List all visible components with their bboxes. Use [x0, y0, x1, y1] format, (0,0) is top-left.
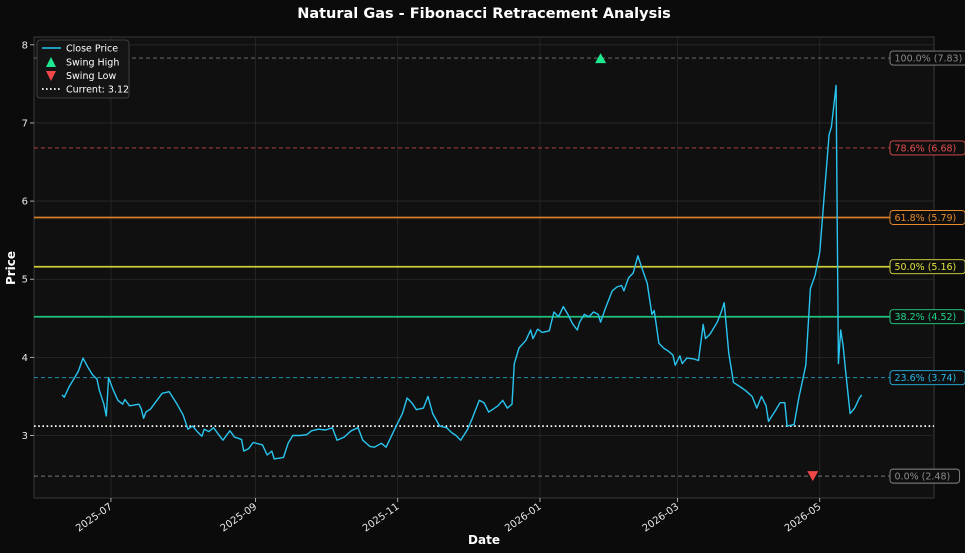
y-tick-label: 8 — [22, 40, 28, 51]
fib-level-label-box — [889, 140, 965, 156]
legend-swing-high-label: Swing High — [66, 58, 119, 69]
y-tick-label: 5 — [22, 275, 28, 286]
fib-level-label-box — [889, 210, 965, 225]
y-tick-label: 7 — [22, 118, 28, 129]
legend-current-label: Current: 3.12 — [66, 85, 129, 96]
fib-level-label-box — [889, 50, 965, 66]
swing-high-marker — [595, 53, 607, 64]
close-price-line — [61, 84, 863, 460]
y-tick-label: 4 — [22, 353, 28, 364]
fibonacci-labels: 100.0% (7.83) 78.6% (6.68) 61.8% (5.79) 50.… — [889, 50, 965, 484]
fib-level-label: 38.2% (4.52) — [895, 312, 957, 323]
y-tick-label: 6 — [22, 197, 28, 208]
legend-close-price-label: Close Price — [66, 44, 118, 55]
y-tick-label: 3 — [22, 431, 28, 442]
legend: Close Price Swing High Swing Low Current… — [36, 39, 130, 99]
legend-swing-low-label: Swing Low — [66, 71, 116, 82]
y-axis-ticks: 3 4 5 6 7 8 — [22, 40, 34, 442]
swing-markers — [595, 53, 819, 482]
legend-box — [36, 39, 130, 99]
fib-level-label-box — [889, 370, 965, 386]
legend-swing-low-swatch — [46, 71, 56, 81]
fib-level-label-box — [889, 309, 965, 325]
fib-level-label: 61.8% (5.79) — [895, 213, 957, 224]
chart-title: Natural Gas - Fibonacci Retracement Anal… — [297, 6, 671, 22]
fib-level-label-box — [889, 468, 961, 484]
fib-level-label: 100.0% (7.83) — [895, 54, 963, 65]
fib-level-label: 0.0% (2.48) — [895, 472, 951, 483]
fib-level-label: 50.0% (5.16) — [895, 262, 957, 273]
x-axis-title: Date — [468, 533, 500, 547]
legend-swing-high-swatch — [46, 57, 56, 67]
fib-level-label-box — [889, 259, 965, 275]
swing-low-marker — [807, 471, 819, 482]
fib-level-label: 23.6% (3.74) — [895, 373, 957, 384]
y-axis-title: Price — [4, 251, 18, 285]
fibonacci-levels — [34, 57, 934, 477]
fib-level-label: 78.6% (6.68) — [895, 143, 957, 154]
